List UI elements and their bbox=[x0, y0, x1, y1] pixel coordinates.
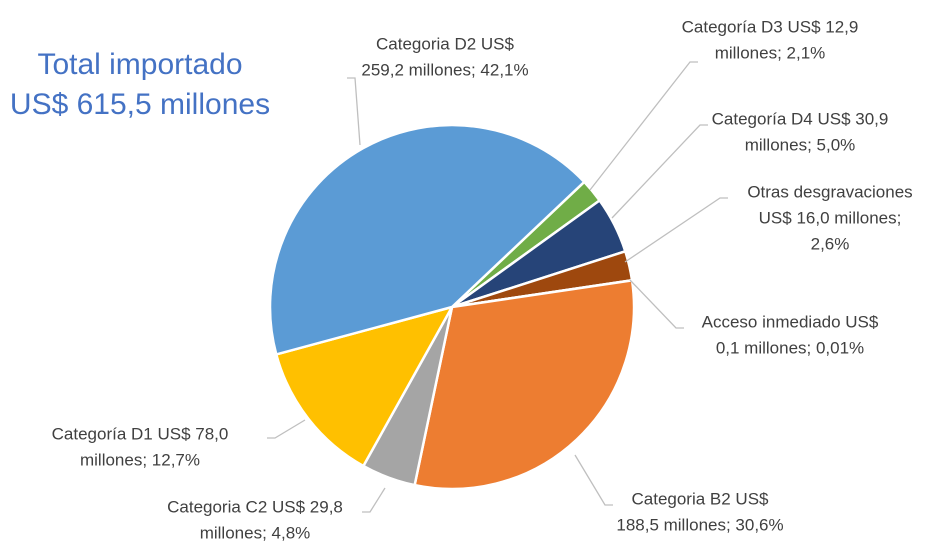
data-label: 2,6% bbox=[811, 234, 850, 253]
leader-line bbox=[589, 61, 698, 191]
data-label: Categoria B2 US$ bbox=[631, 489, 769, 508]
leader-line bbox=[611, 124, 708, 219]
data-label: Categoría D1 US$ 78,0 bbox=[52, 424, 229, 443]
leader-line bbox=[362, 487, 386, 513]
pie-slice bbox=[413, 278, 636, 491]
data-label: 188,5 millones; 30,6% bbox=[616, 515, 783, 534]
data-label: 259,2 millones; 42,1% bbox=[361, 60, 528, 79]
data-label: millones; 5,0% bbox=[745, 135, 856, 154]
data-label: 0,1 millones; 0,01% bbox=[716, 338, 864, 357]
leader-line bbox=[267, 419, 306, 439]
data-label: US$ 16,0 millones; bbox=[759, 208, 902, 227]
leader-line bbox=[347, 77, 361, 146]
data-label: millones; 4,8% bbox=[200, 523, 311, 542]
chart-title: US$ 615,5 millones bbox=[10, 88, 270, 121]
leader-line bbox=[629, 279, 684, 329]
data-label: Categoría D4 US$ 30,9 bbox=[712, 109, 889, 128]
data-label: millones; 12,7% bbox=[80, 450, 200, 469]
leader-line bbox=[574, 454, 613, 506]
data-label: Acceso inmediado US$ bbox=[702, 312, 879, 331]
leader-line bbox=[624, 197, 728, 263]
pie-slice bbox=[274, 305, 455, 468]
data-label: millones; 2,1% bbox=[715, 43, 826, 62]
data-label: Categoría D3 US$ 12,9 bbox=[682, 17, 859, 36]
pie-slice bbox=[268, 123, 587, 356]
data-label: Otras desgravaciones bbox=[747, 182, 912, 201]
data-label: Categoria C2 US$ 29,8 bbox=[167, 497, 343, 516]
chart-title: Total importado bbox=[37, 48, 242, 81]
data-label: Categoria D2 US$ bbox=[376, 34, 515, 53]
